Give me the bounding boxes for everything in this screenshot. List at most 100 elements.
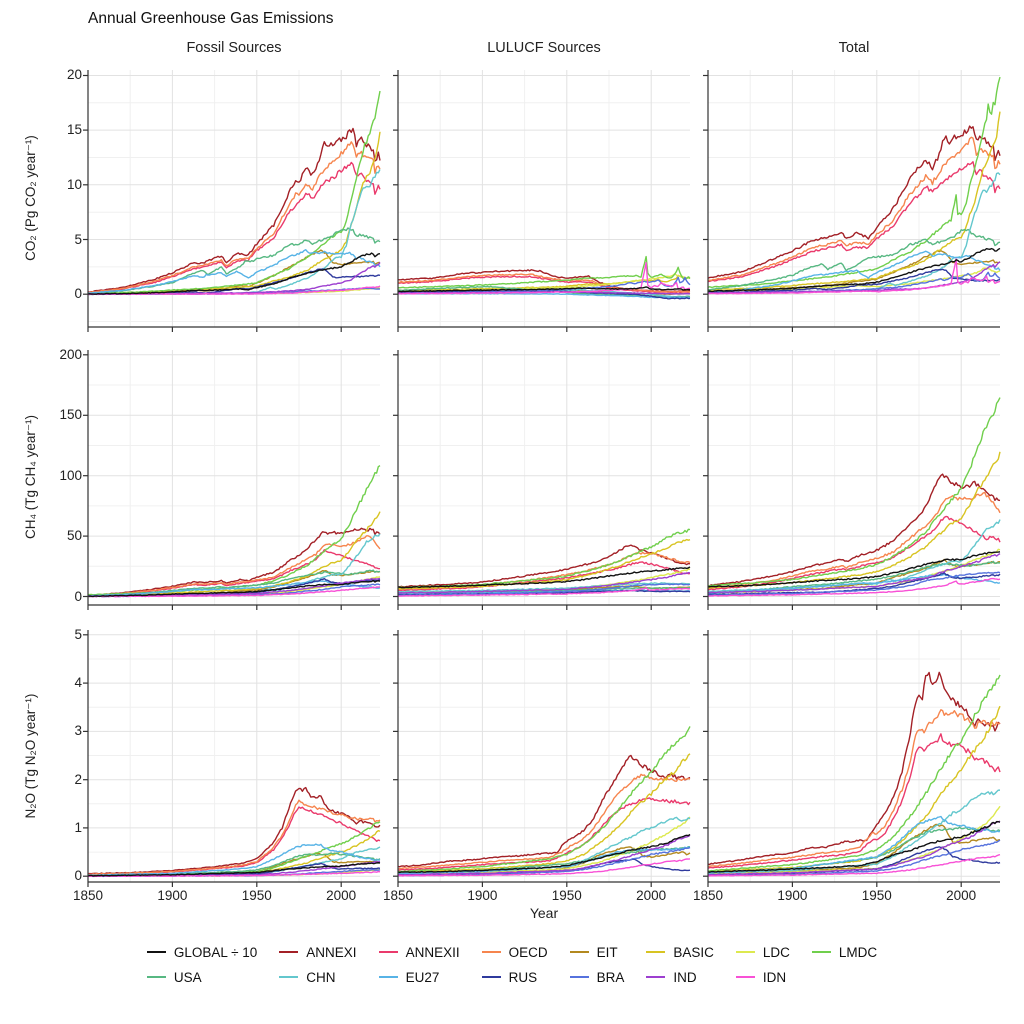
x-tick-label: 2000: [636, 888, 667, 903]
y-axis-title-ch4: CH₄ (Tg CH₄ year⁻¹): [23, 415, 38, 539]
y-tick-label: 10: [66, 176, 82, 192]
legend-label: GLOBAL ÷ 10: [173, 944, 258, 960]
legend-item-basic: BASIC: [646, 942, 714, 962]
x-axis-title: Year: [529, 905, 559, 921]
line-oecd: [707, 709, 1001, 868]
legend-line-swatch-icon: [378, 975, 398, 979]
col-header-fossil: Fossil Sources: [186, 40, 282, 56]
x-tick-label: 1900: [467, 888, 498, 903]
legend-item-ind: IND: [646, 967, 714, 987]
line-idn: [707, 258, 1001, 295]
line-idn: [707, 853, 1001, 877]
line-lmdc: [707, 397, 1001, 587]
legend-label: BASIC: [673, 944, 714, 960]
y-axis-title-co2: CO₂ (Pg CO₂ year⁻¹): [23, 135, 38, 261]
line-lmdc: [397, 255, 691, 289]
legend-line-swatch-icon: [146, 975, 166, 979]
line-basic: [707, 111, 1001, 291]
legend-label: BRA: [596, 969, 625, 985]
panel-n2o-lulucf: [393, 630, 691, 887]
y-tick-label: 3: [74, 723, 82, 739]
line-annexi: [707, 473, 1001, 587]
y-tick-label: 0: [74, 286, 82, 302]
line-bra: [397, 583, 691, 597]
line-global: [87, 862, 381, 877]
panel-co2-lulucf: [393, 70, 691, 332]
line-annexi: [87, 786, 381, 875]
line-oecd: [707, 491, 1001, 590]
line-annexi: [707, 125, 1001, 279]
legend-item-lmdc: LMDC: [811, 942, 878, 962]
line-global: [87, 252, 381, 295]
legend-label: EIT: [596, 944, 618, 960]
legend-item-usa: USA: [146, 967, 257, 987]
y-tick-label: 20: [66, 67, 82, 83]
legend-item-global: GLOBAL ÷ 10: [146, 942, 258, 962]
line-ind: [397, 834, 691, 876]
legend-line-swatch-icon: [646, 950, 666, 954]
legend-line-swatch-icon: [646, 975, 666, 979]
legend-label: ANNEXI: [306, 944, 357, 960]
legend-label: IDN: [762, 969, 787, 985]
x-tick-label: 1950: [551, 888, 582, 903]
x-tick-label: 2000: [946, 888, 977, 903]
line-lmdc: [707, 76, 1001, 289]
legend-line-swatch-icon: [811, 950, 831, 954]
line-global: [397, 286, 691, 293]
line-basic: [397, 538, 691, 590]
legend-label: CHN: [306, 969, 336, 985]
legend-label: LMDC: [838, 944, 878, 960]
line-global: [397, 833, 691, 874]
line-chn: [397, 582, 691, 593]
line-annexi: [87, 527, 381, 597]
panel-ch4-lulucf: [393, 350, 691, 610]
line-basic: [707, 705, 1001, 873]
legend-label: USA: [173, 969, 202, 985]
panel-co2-fossil: [83, 70, 381, 332]
line-idn: [707, 577, 1001, 597]
line-oecd: [88, 141, 381, 294]
legend-label: OECD: [508, 944, 548, 960]
y-tick-label: 0: [74, 588, 82, 604]
line-global: [87, 579, 381, 598]
line-idn: [87, 586, 381, 598]
line-rus: [707, 268, 1001, 294]
panel-ch4-total: [703, 350, 1001, 610]
line-annexii: [707, 733, 1001, 869]
y-tick-label: 200: [59, 346, 82, 362]
line-lmdc: [397, 726, 691, 873]
line-global: [707, 551, 1001, 588]
legend-item-chn: CHN: [279, 967, 356, 987]
x-tick-label: 1900: [777, 888, 808, 903]
legend-label: RUS: [508, 969, 538, 985]
line-annexii: [397, 797, 691, 871]
y-tick-label: 1: [74, 819, 82, 835]
line-usa: [707, 228, 1001, 291]
legend-line-swatch-icon: [481, 950, 501, 954]
col-header-lulucf: LULUCF Sources: [487, 40, 601, 56]
figure-title: Annual Greenhouse Gas Emissions: [88, 10, 334, 27]
legend-line-swatch-icon: [378, 950, 398, 954]
legend-item-oecd: OECD: [481, 942, 548, 962]
legend-line-swatch-icon: [569, 950, 589, 954]
legend-item-annexii: ANNEXII: [378, 942, 460, 962]
y-axis-title-n2o: N₂O (Tg N₂O year⁻¹): [23, 693, 38, 819]
line-annexi: [397, 544, 691, 588]
x-tick-label: 1950: [241, 888, 272, 903]
legend-label: IND: [673, 969, 697, 985]
legend-item-idn: IDN: [735, 967, 790, 987]
line-annexii: [87, 161, 381, 294]
x-tick-label: 1850: [382, 888, 414, 903]
legend-item-annexi: ANNEXI: [279, 942, 357, 962]
line-ind: [397, 571, 691, 594]
legend-item-ldc: LDC: [735, 942, 790, 962]
legend-line-swatch-icon: [735, 975, 755, 979]
y-tick-label: 150: [59, 407, 82, 423]
line-lmdc: [707, 674, 1001, 872]
line-ind: [707, 820, 1001, 876]
legend-line-swatch-icon: [569, 975, 589, 979]
legend-line-swatch-icon: [279, 950, 299, 954]
y-tick-label: 5: [74, 231, 82, 247]
legend-line-swatch-icon: [279, 975, 299, 979]
